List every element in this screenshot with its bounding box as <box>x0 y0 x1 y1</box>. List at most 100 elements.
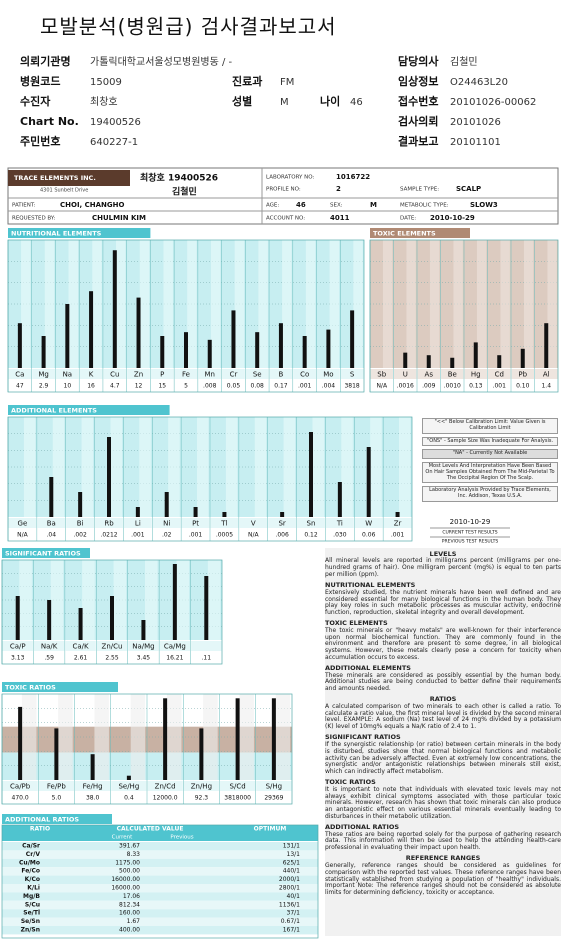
element-label: S/Cd <box>230 783 246 791</box>
bar <box>136 297 141 368</box>
column-stripe <box>145 560 158 640</box>
table-row <box>2 926 318 935</box>
table-frame <box>1 824 319 939</box>
element-label: Ti <box>336 520 343 528</box>
label-cell <box>2 641 33 651</box>
element-value: 10 <box>64 383 72 390</box>
column-stripe <box>207 560 221 640</box>
element-label: Ca/Mg <box>164 643 186 651</box>
ratio-value: 1.67 <box>127 918 141 925</box>
bar <box>309 432 313 517</box>
note-text: Generally, reference ranges should be co… <box>325 861 561 897</box>
column-stripe <box>139 417 151 517</box>
column-stripe <box>113 560 127 640</box>
element-value: 0.06 <box>362 532 376 539</box>
label-cell <box>32 369 55 379</box>
label-cell <box>55 369 79 379</box>
element-value: 16 <box>87 383 95 390</box>
column-stripe <box>187 240 197 368</box>
label-cell <box>297 518 325 528</box>
ratio-name: Mg/B <box>23 893 40 900</box>
bar <box>204 576 209 640</box>
report-label: PATIENT: <box>12 203 36 209</box>
table-row <box>2 867 318 876</box>
ratio-optimum: 2000/1 <box>279 876 300 883</box>
field-label: 담당의사 <box>398 54 439 68</box>
panel-header <box>2 682 118 692</box>
column-stripe <box>258 240 268 368</box>
label-cell <box>417 369 440 379</box>
bar <box>497 355 502 368</box>
bar <box>15 596 20 640</box>
bar <box>164 492 169 517</box>
table-head <box>2 825 318 841</box>
bar <box>41 336 46 368</box>
element-value: 92.3 <box>195 795 209 802</box>
label-cell <box>535 369 558 379</box>
bar <box>426 355 431 368</box>
element-value: .0016 <box>397 383 414 390</box>
bar <box>222 512 227 517</box>
field-label: 진료과 <box>232 74 262 88</box>
label-cell <box>269 369 293 379</box>
bar <box>278 323 283 368</box>
bar <box>193 507 198 517</box>
bar <box>403 352 408 368</box>
panel-header <box>2 548 90 558</box>
column-stripe <box>210 240 221 368</box>
element-label: Bi <box>77 520 84 528</box>
field-label: 임상정보 <box>398 74 438 88</box>
report-label: REQUESTED BY: <box>12 216 56 222</box>
bar <box>184 332 188 368</box>
note-text: These minerals are considered as possibl… <box>325 671 561 693</box>
bar <box>89 291 94 368</box>
column-stripe <box>139 240 150 368</box>
legend-item: Most Levels And Interpretation Have Been… <box>422 462 558 484</box>
element-value: .0212 <box>100 532 117 539</box>
label-cell <box>174 369 198 379</box>
bar <box>141 620 146 640</box>
legend-item: "<<" Below Calibration Limit: Value Give… <box>422 418 558 434</box>
column-stripe <box>23 417 36 517</box>
column-stripe <box>163 240 173 368</box>
label-cell <box>370 369 393 379</box>
bar <box>326 329 331 368</box>
table-row <box>2 858 318 868</box>
column-stripe <box>21 240 31 368</box>
report-label: METABOLIC TYPE: <box>400 203 449 209</box>
report-label: AGE: <box>266 203 279 209</box>
column-stripe <box>130 694 146 780</box>
column-stripe <box>282 240 292 368</box>
column-stripe <box>329 240 340 368</box>
bar <box>520 348 525 368</box>
label-cell <box>75 781 111 791</box>
ratio-value: 812.34 <box>119 901 140 908</box>
label-cell <box>210 518 239 528</box>
element-value: 0.4 <box>124 795 134 802</box>
bar <box>350 310 355 368</box>
report-value: SLOW3 <box>470 201 498 209</box>
label-cell <box>222 369 245 379</box>
bar <box>271 698 276 780</box>
element-value: 12 <box>135 383 143 390</box>
logo-band <box>8 170 130 186</box>
report-label: DATE: <box>400 216 416 222</box>
element-label: Zn <box>134 371 143 379</box>
bar <box>160 336 165 368</box>
bar <box>126 775 131 780</box>
column-stripe <box>399 417 411 517</box>
column-stripe <box>312 417 324 517</box>
panel-frame <box>7 239 365 393</box>
element-label: B <box>279 371 284 379</box>
column-stripe <box>500 240 510 368</box>
element-value: .04 <box>47 532 57 539</box>
field-label: 결과보고 <box>398 134 438 148</box>
ratio-optimum: 2800/1 <box>279 885 300 892</box>
ratio-name: K/Co <box>25 876 40 883</box>
column-stripe <box>234 240 245 368</box>
label-cell <box>79 369 103 379</box>
element-value: .0005 <box>216 532 233 539</box>
ratio-value: 391.67 <box>119 843 140 850</box>
element-value: .001 <box>298 383 312 390</box>
note-heading: TOXIC RATIOS <box>325 778 376 787</box>
